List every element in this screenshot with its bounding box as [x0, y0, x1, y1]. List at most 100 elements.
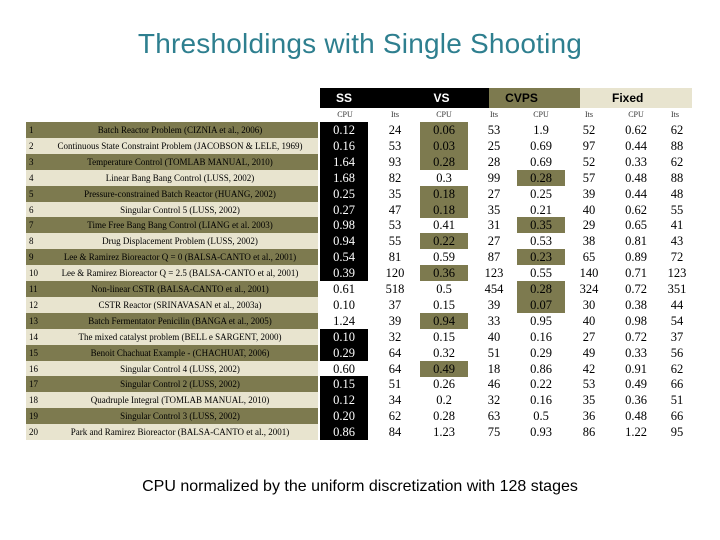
cell-cvps-its: 52 — [582, 154, 596, 169]
table-row: 7 Time Free Bang Bang Control (LIANG et a… — [26, 217, 692, 234]
cell-cvps-cpu: 0.95 — [530, 313, 552, 328]
cell-fixed-cpu: 0.36 — [625, 393, 647, 408]
cell-cvps-its: 39 — [582, 186, 596, 201]
cell-fixed-its: 41 — [670, 218, 684, 233]
problem-name: Singular Control 2 (LUSS, 2002) — [120, 379, 240, 390]
footnote: CPU normalized by the uniform discretiza… — [142, 478, 578, 495]
header-cvps: CVPS — [489, 88, 580, 108]
cell-fixed-cpu: 1.22 — [625, 425, 647, 440]
cell-fixed-cpu: 0.81 — [625, 234, 647, 249]
row-number: 19 — [29, 411, 38, 422]
cell-cvps-cpu: 0.28 — [517, 281, 565, 297]
problem-label: 3 Temperature Control (TOMLAB MANUAL, 201… — [26, 153, 318, 170]
problem-name: Lee & Ramirez Bioreactor Q = 2.5 (BALSA-… — [61, 268, 299, 279]
cell-vs-its: 63 — [487, 409, 501, 424]
problem-name: Batch Fermentator Penicilin (BANGA et al… — [88, 315, 272, 326]
cell-vs-cpu: 0.03 — [420, 137, 468, 154]
table-row: 17 Singular Control 2 (LUSS, 2002) 0.15 51 0… — [26, 376, 692, 393]
cell-vs-cpu: 0.18 — [420, 201, 468, 218]
subheader-cvps-its: Its — [585, 110, 593, 119]
cell-cvps-its: 27 — [582, 329, 596, 344]
header-ss: SS — [320, 88, 368, 108]
cell-vs-cpu: 0.59 — [433, 250, 455, 265]
row-number: 12 — [29, 299, 38, 310]
cell-vs-its: 46 — [487, 377, 501, 392]
table-row: 6 Singular Control 5 (LUSS, 2002) 0.27 47 0.… — [26, 201, 692, 218]
cell-vs-cpu: 0.32 — [433, 345, 455, 360]
cell-fixed-its: 43 — [670, 234, 684, 249]
cell-ss-cpu: 1.64 — [320, 153, 368, 170]
header-fixed: Fixed — [580, 88, 692, 108]
problem-name: Continuous State Constraint Problem (JAC… — [57, 140, 303, 151]
table-row: 10 Lee & Ramirez Bioreactor Q = 2.5 (BALS… — [26, 265, 692, 282]
cell-ss-cpu: 0.98 — [320, 217, 368, 234]
cell-fixed-cpu: 0.48 — [625, 170, 647, 185]
cell-ss-cpu: 0.29 — [320, 344, 368, 361]
cell-cvps-cpu: 0.5 — [533, 409, 549, 424]
table-row: 14 The mixed catalyst problem (BELL e SAR… — [26, 328, 692, 345]
problem-label: 14 The mixed catalyst problem (BELL e SAR… — [26, 328, 318, 345]
cell-vs-its: 35 — [487, 202, 501, 217]
table-row: 8 Drug Displacement Problem (LUSS, 2002) 0… — [26, 233, 692, 250]
table-row: 20 Park and Ramirez Bioreactor (BALSA-CAN… — [26, 424, 692, 441]
cell-vs-its: 33 — [487, 313, 501, 328]
cell-vs-cpu: 0.26 — [433, 377, 455, 392]
cell-fixed-cpu: 0.33 — [625, 154, 647, 169]
cell-ss-its: 81 — [388, 250, 402, 265]
cell-fixed-its: 351 — [667, 282, 687, 296]
cell-ss-cpu: 0.10 — [320, 328, 368, 345]
cell-cvps-cpu: 0.55 — [530, 266, 552, 281]
cell-ss-its: 62 — [388, 409, 402, 424]
cell-ss-cpu: 0.12 — [320, 122, 368, 138]
cell-fixed-cpu: 0.62 — [625, 123, 647, 137]
problem-label: 4 Linear Bang Bang Control (LUSS, 2002) — [26, 169, 318, 186]
subheader-fixed-cpu: CPU — [628, 110, 644, 119]
row-number: 20 — [29, 427, 38, 438]
header-vs: VS — [368, 88, 489, 108]
problem-label: 5 Pressure-constrained Batch Reactor (HUA… — [26, 185, 318, 202]
subheader-cvps-cpu: CPU — [533, 110, 549, 119]
cell-vs-cpu: 0.28 — [420, 153, 468, 170]
cell-fixed-cpu: 0.72 — [625, 282, 647, 296]
cell-cvps-cpu: 1.9 — [533, 123, 549, 137]
cell-cvps-its: 40 — [582, 313, 596, 328]
cell-cvps-its: 29 — [582, 218, 596, 233]
cell-ss-cpu: 0.27 — [320, 201, 368, 218]
row-number: 17 — [29, 379, 38, 390]
problem-label: 12 CSTR Reactor (SRINAVASAN et al., 2003a… — [26, 296, 318, 313]
cell-cvps-cpu: 0.28 — [517, 169, 565, 186]
cell-fixed-its: 62 — [670, 361, 684, 376]
cell-cvps-cpu: 0.23 — [517, 249, 565, 266]
problem-name: Quadruple Integral (TOMLAB MANUAL, 2010) — [90, 395, 270, 406]
cell-cvps-cpu: 0.22 — [530, 377, 552, 392]
cell-fixed-cpu: 0.72 — [625, 329, 647, 344]
table-row: 19 Singular Control 3 (LUSS, 2002) 0.20 62 0… — [26, 408, 692, 425]
problem-label: 2 Continuous State Constraint Problem (JA… — [26, 137, 318, 154]
problem-name: Linear Bang Bang Control (LUSS, 2002) — [105, 172, 255, 183]
row-number: 4 — [29, 172, 34, 183]
cell-vs-cpu: 0.15 — [433, 329, 455, 344]
problem-label: 15 Benoit Chachuat Example - (CHACHUAT, 2… — [26, 344, 318, 361]
cell-vs-cpu: 0.06 — [420, 122, 468, 138]
cell-cvps-cpu: 0.35 — [517, 217, 565, 234]
table-row: 4 Linear Bang Bang Control (LUSS, 2002) 1.… — [26, 169, 692, 186]
cell-ss-cpu: 0.86 — [320, 424, 368, 441]
cell-vs-cpu: 0.28 — [433, 409, 455, 424]
cell-fixed-cpu: 0.44 — [625, 186, 647, 201]
subheader-fixed-its: Its — [671, 110, 679, 119]
cell-vs-its: 87 — [487, 250, 501, 265]
problem-label: 16 Singular Control 4 (LUSS, 2002) — [26, 360, 318, 377]
problem-name: Temperature Control (TOMLAB MANUAL, 2010… — [87, 156, 273, 167]
cell-vs-its: 25 — [487, 138, 501, 153]
cell-fixed-cpu: 0.48 — [625, 409, 647, 424]
cell-cvps-cpu: 0.16 — [530, 393, 552, 408]
cell-fixed-its: 72 — [670, 250, 684, 265]
cell-cvps-cpu: 0.07 — [517, 296, 565, 313]
subheader-vs-cpu: CPU — [436, 110, 452, 119]
cell-ss-cpu: 1.68 — [320, 169, 368, 186]
row-number: 2 — [29, 140, 34, 151]
cell-ss-its: 39 — [388, 313, 402, 328]
cell-ss-cpu: 0.54 — [320, 249, 368, 266]
cell-cvps-its: 97 — [582, 138, 596, 153]
cell-vs-cpu: 0.18 — [420, 185, 468, 202]
